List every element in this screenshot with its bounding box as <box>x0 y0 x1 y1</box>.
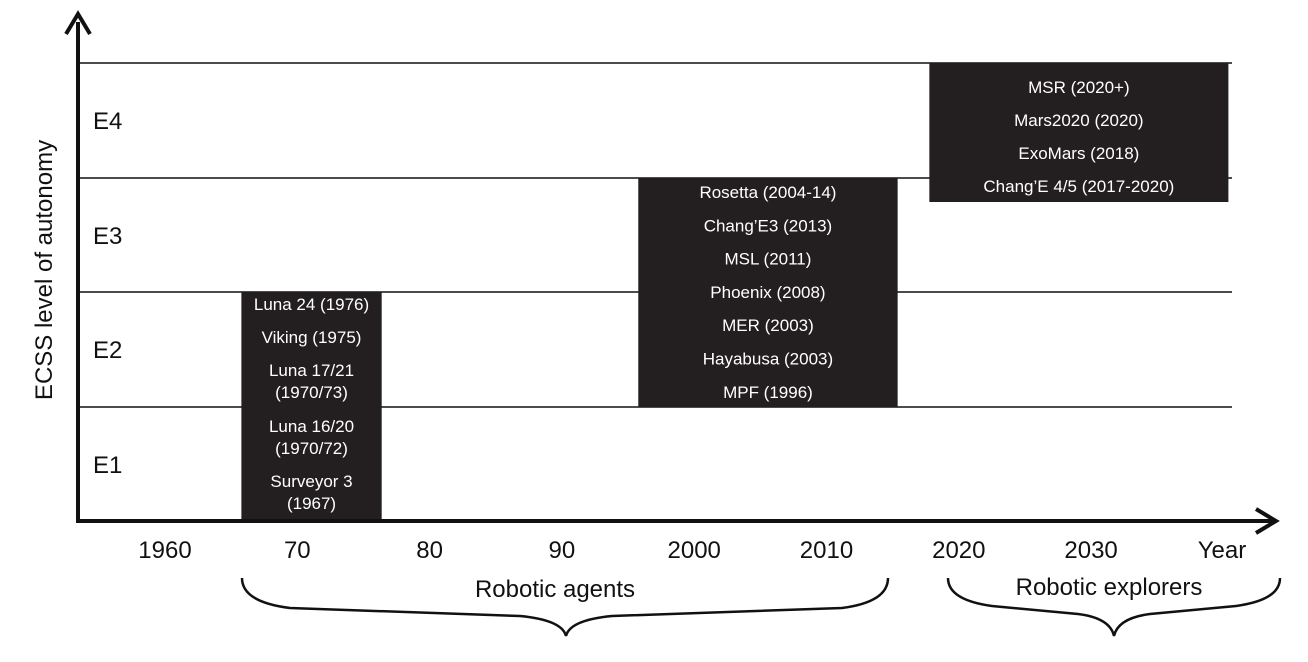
group-label-robotic-explorers: Robotic explorers <box>1016 574 1203 601</box>
mission-label: Rosetta (2004-14) <box>699 183 836 202</box>
mission-blocks: Luna 24 (1976) Viking (1975) Luna 17/21 (19… <box>241 63 1229 521</box>
mission-label: Viking (1975) <box>262 328 362 347</box>
x-tick-label-1960: 1960 <box>138 537 191 564</box>
x-tick-label-70: 70 <box>284 537 311 564</box>
mission-label: MER (2003) <box>722 316 814 335</box>
mission-label: Mars2020 (2020) <box>1014 111 1143 130</box>
brace-robotic-agents <box>240 577 890 637</box>
axes <box>64 10 1280 535</box>
x-axis-end-label: Year <box>1198 537 1247 564</box>
mission-label: MSR (2020+) <box>1028 78 1130 97</box>
group-braces <box>240 577 1282 637</box>
y-axis-title: ECSS level of autonomy <box>31 140 58 400</box>
mission-label: (1970/72) <box>275 439 348 458</box>
mission-label: Chang’E3 (2013) <box>704 216 833 235</box>
block-early-missions-background <box>241 292 382 521</box>
mission-label: Luna 17/21 <box>269 361 354 380</box>
group-label-robotic-agents: Robotic agents <box>475 576 635 603</box>
mission-label: ExoMars (2018) <box>1018 144 1139 163</box>
x-tick-label-2010: 2010 <box>800 537 853 564</box>
mission-label: Surveyor 3 <box>270 472 352 491</box>
mission-label: (1970/73) <box>275 383 348 402</box>
x-tick-labels: 1960 70 80 90 2000 2010 2020 2030 Year <box>138 537 1246 564</box>
mission-label: Hayabusa (2003) <box>703 350 833 369</box>
x-tick-label-2020: 2020 <box>932 537 985 564</box>
level-label-e4: E4 <box>93 108 122 135</box>
block-recent-missions-background <box>638 178 898 407</box>
mission-label: Luna 24 (1976) <box>254 295 369 314</box>
level-label-e1: E1 <box>93 452 122 479</box>
brace-robotic-explorers <box>946 577 1282 637</box>
level-label-e2: E2 <box>93 337 122 364</box>
block-future-missions: MSR (2020+) Mars2020 (2020) ExoMars (2018)… <box>929 63 1229 202</box>
block-recent-missions: Rosetta (2004-14) Chang’E3 (2013) MSL (201… <box>638 178 898 407</box>
y-axis-arrowhead <box>64 10 92 36</box>
mission-label: Chang’E 4/5 (2017-2020) <box>983 177 1174 196</box>
level-label-e3: E3 <box>93 223 122 250</box>
mission-label: Luna 16/20 <box>269 417 354 436</box>
mission-label: (1967) <box>287 494 336 513</box>
x-tick-label-2000: 2000 <box>668 537 721 564</box>
x-tick-label-90: 90 <box>549 537 576 564</box>
mission-label: MPF (1996) <box>723 383 813 402</box>
block-early-missions: Luna 24 (1976) Viking (1975) Luna 17/21 (19… <box>241 292 382 521</box>
x-axis-arrowhead <box>1254 507 1280 535</box>
x-tick-label-80: 80 <box>416 537 443 564</box>
x-tick-label-2030: 2030 <box>1064 537 1117 564</box>
mission-label: Phoenix (2008) <box>710 283 825 302</box>
mission-label: MSL (2011) <box>724 250 811 269</box>
block-future-missions-background <box>929 63 1229 202</box>
